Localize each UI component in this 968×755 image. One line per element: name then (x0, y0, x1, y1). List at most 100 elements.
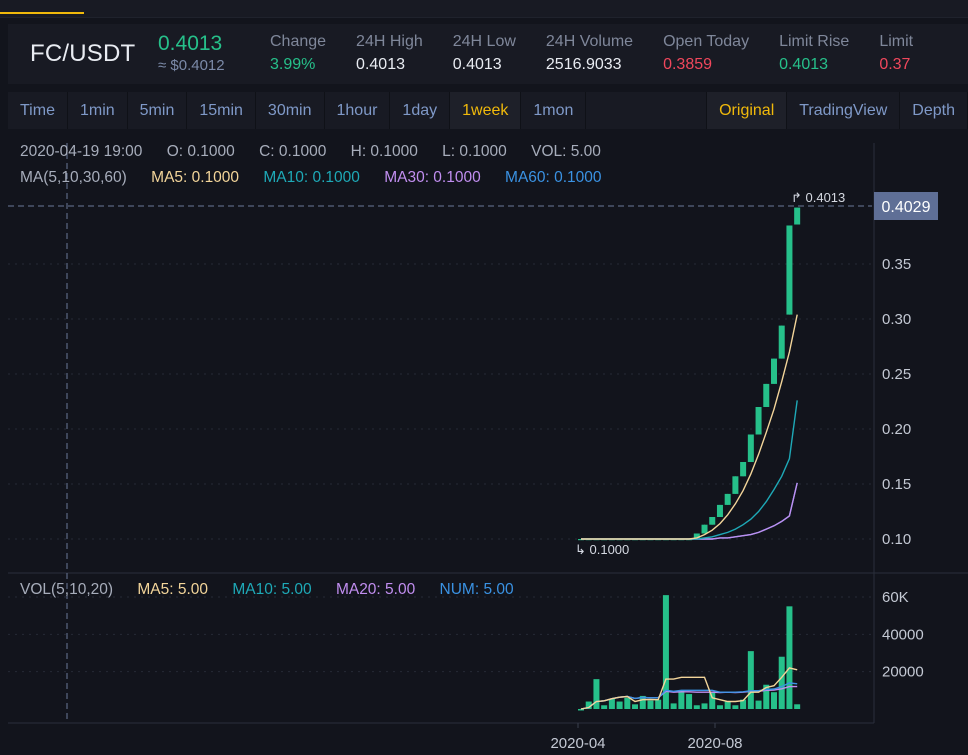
ma30-value: MA30: 0.1000 (384, 169, 481, 186)
candle-body (693, 533, 700, 539)
price-tick-label: 0.15 (882, 476, 911, 493)
stat-value: 0.37 (879, 56, 911, 73)
price-tick-label: 0.35 (882, 256, 911, 273)
stat-label: Limit (879, 33, 914, 50)
volume-bar (724, 701, 731, 709)
candle-body (794, 207, 801, 225)
chart-toolbar: Time 1min 5min 15min 30min 1hour 1day 1w… (8, 92, 968, 129)
ma10-line (581, 400, 798, 540)
interval-1day[interactable]: 1day (390, 92, 451, 129)
pair-name[interactable]: FC/USDT (30, 40, 136, 67)
candle-body (763, 383, 770, 407)
volume-bar (601, 705, 608, 709)
stat-limit-rise: Limit Rise 0.4013 (779, 31, 879, 77)
stat-label: Limit Rise (779, 33, 850, 50)
time-tick-label: 2020-08 (687, 735, 742, 752)
ma60-line (581, 482, 798, 540)
candle-body (732, 476, 739, 494)
interval-5min[interactable]: 5min (128, 92, 188, 129)
ticker-bar: FC/USDT 0.4013 ≈ $0.4012 Change 3.99% 24… (8, 24, 968, 84)
candle-body (755, 407, 762, 435)
interval-1hour[interactable]: 1hour (325, 92, 391, 129)
view-depth[interactable]: Depth (900, 92, 968, 129)
interval-15min[interactable]: 15min (187, 92, 256, 129)
volume-bar (647, 700, 654, 709)
view-tradingview[interactable]: TradingView (787, 92, 901, 129)
candle-body (778, 325, 785, 359)
interval-1min[interactable]: 1min (68, 92, 128, 129)
stat-value: 3.99% (270, 56, 316, 73)
vol-num-value: NUM: 5.00 (439, 581, 514, 598)
volume-bar (632, 704, 639, 709)
candle-body (747, 434, 754, 462)
volume-tick-label: 20000 (882, 664, 924, 681)
ohlc-open: O: 0.1000 (166, 143, 235, 160)
volume-bar (778, 656, 785, 709)
stat-24h-high: 24H High 0.4013 (356, 31, 453, 77)
volume-bar (578, 708, 584, 711)
stat-label: Open Today (663, 33, 750, 50)
stat-change: Change 3.99% (270, 31, 356, 77)
kline-chart[interactable]: 0.35 0.30 0.25 0.20 0.15 0.10 60K 40000 20000 202… (8, 129, 968, 755)
ohlc-volume: VOL: 5.00 (531, 143, 601, 160)
volume-bar (639, 695, 646, 709)
volume-bar (662, 595, 669, 709)
volume-bar (747, 651, 754, 709)
volume-bar (686, 694, 693, 709)
volume-bar (701, 703, 708, 709)
volume-bar (794, 704, 801, 709)
stat-value: 0.4013 (779, 56, 829, 73)
ohlc-time: 2020-04-19 19:00 (20, 143, 143, 160)
vol-ma20-value: MA20: 5.00 (335, 581, 416, 598)
stat-label: 24H Low (452, 33, 516, 50)
stat-value: 0.3859 (663, 56, 713, 73)
ma-legend-label: MA(5,10,30,60) (20, 169, 127, 186)
stat-24h-low: 24H Low 0.4013 (453, 31, 546, 77)
volume-tick-label: 60K (882, 589, 909, 606)
volume-tick-label: 40000 (882, 626, 924, 643)
kline-chart-svg[interactable]: 0.35 0.30 0.25 0.20 0.15 0.10 60K 40000 20000 202… (8, 129, 968, 755)
last-price-block: 0.4013 ≈ $0.4012 (158, 32, 270, 76)
candle-body (724, 493, 731, 505)
volume-bar (693, 705, 700, 709)
vol-ma10-value: MA10: 5.00 (232, 581, 312, 598)
interval-30min[interactable]: 30min (256, 92, 325, 129)
ma30-line (581, 482, 798, 540)
candle-body (771, 358, 777, 384)
price-tick-label: 0.20 (882, 421, 911, 438)
ohlc-close: C: 0.1000 (259, 143, 327, 160)
ma10-value: MA10: 0.1000 (263, 169, 360, 186)
volume-bar (709, 692, 716, 709)
stat-limit-fall: Limit 0.37 (879, 31, 943, 77)
candle-body (716, 504, 723, 517)
vol-ma5-value: MA5: 5.00 (137, 581, 209, 598)
interval-time[interactable]: Time (8, 92, 68, 129)
interval-1mon[interactable]: 1mon (521, 92, 587, 129)
volume-bar (655, 699, 662, 709)
active-tab-indicator (0, 12, 84, 14)
stat-24h-volume: 24H Volume 2516.9033 (546, 31, 663, 77)
crosshair-price-label: 0.4029 (882, 199, 931, 216)
volume-bar (593, 679, 600, 709)
view-original[interactable]: Original (707, 92, 788, 129)
last-price-usd: ≈ $0.4012 (158, 57, 225, 74)
ma5-value: MA5: 0.1000 (151, 169, 240, 186)
stat-value: 2516.9033 (545, 56, 622, 73)
stat-value: 0.4013 (356, 56, 405, 73)
vol-ma5-line (580, 667, 798, 710)
stat-label: 24H Volume (545, 33, 634, 50)
toolbar-spacer (586, 92, 708, 129)
volume-bar (786, 606, 793, 709)
vol-legend: VOL(5,10,20) MA5: 5.00 MA10: 5.00 MA20: … (20, 581, 534, 599)
ma-legend: MA(5,10,30,60) MA5: 0.1000 MA10: 0.1000 … (20, 169, 622, 187)
volume-bar (678, 690, 685, 709)
ma5-line (581, 314, 798, 540)
ma60-value: MA60: 0.1000 (505, 169, 602, 186)
last-price: 0.4013 (158, 32, 223, 55)
interval-1week[interactable]: 1week (450, 92, 522, 129)
price-tick-label: 0.25 (882, 366, 911, 383)
volume-bar (755, 700, 762, 709)
crosshair-price-tag (874, 192, 938, 220)
volume-bar (716, 705, 723, 709)
volume-bar (771, 692, 777, 709)
